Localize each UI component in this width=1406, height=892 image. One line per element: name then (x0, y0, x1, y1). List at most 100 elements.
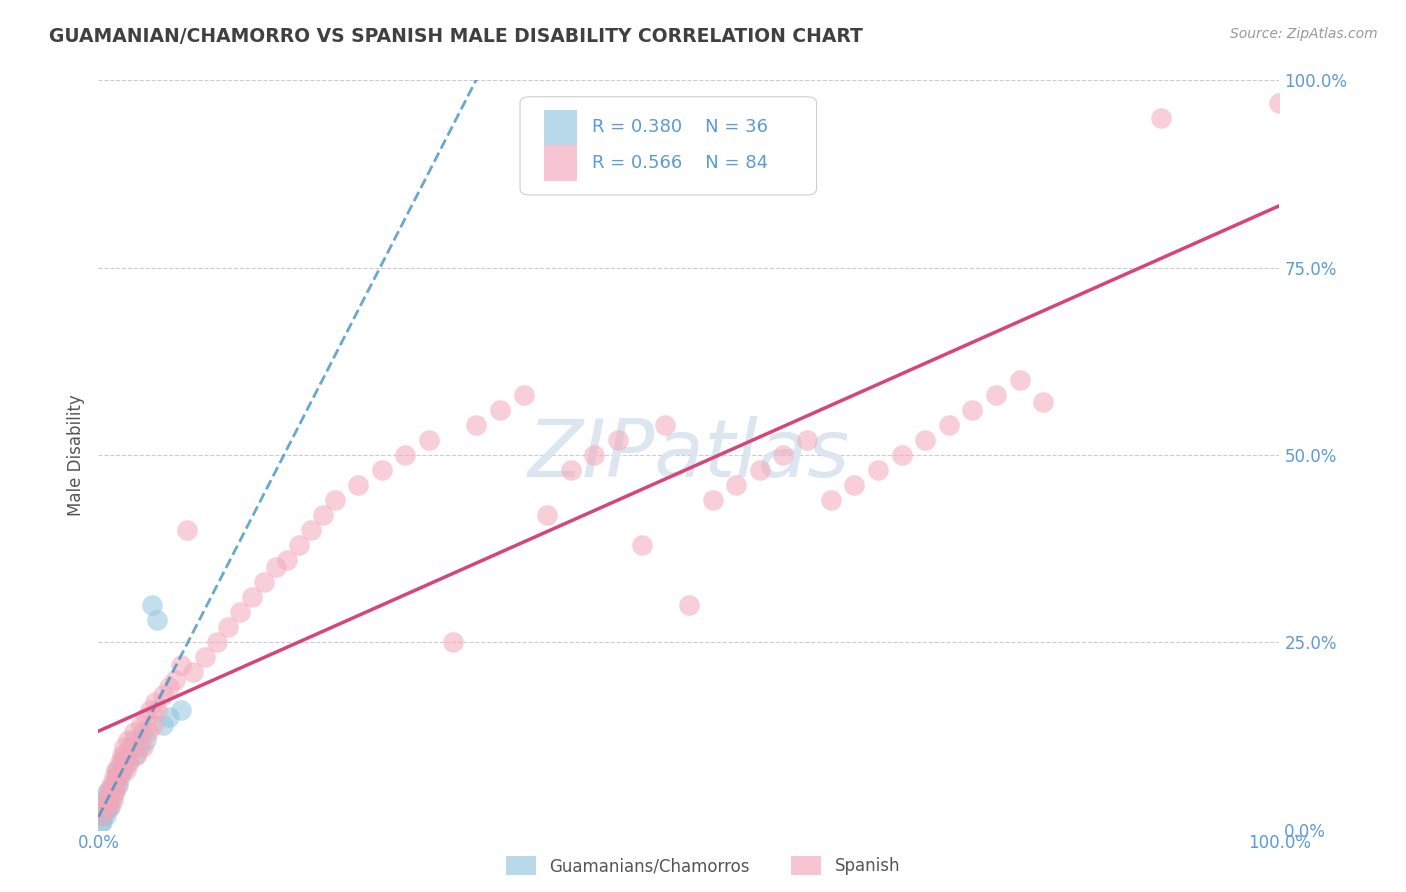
Point (371, 463, 394, 477)
Point (1150, 111, 1173, 125)
Point (122, 725, 145, 739)
Point (560, 463, 582, 477)
Point (152, 688, 174, 702)
Point (118, 755, 141, 769)
Point (105, 770, 128, 784)
Point (288, 538, 311, 552)
Point (536, 508, 558, 522)
Point (181, 665, 204, 680)
Point (132, 740, 155, 755)
Point (107, 770, 129, 784)
Point (121, 740, 143, 755)
Point (165, 673, 187, 687)
Bar (544, 110, 576, 145)
Point (100, 778, 122, 792)
Point (890, 448, 912, 462)
Point (110, 763, 132, 777)
Point (142, 717, 165, 731)
Point (607, 433, 630, 447)
Point (91, 807, 114, 822)
Point (347, 478, 370, 492)
Point (91, 807, 114, 822)
Point (678, 598, 700, 612)
Point (914, 433, 936, 447)
Point (104, 785, 127, 799)
Point (146, 613, 169, 627)
Point (93, 792, 115, 806)
Point (111, 747, 134, 762)
Point (1032, 395, 1054, 409)
Point (107, 778, 129, 792)
Point (112, 747, 135, 762)
Point (111, 755, 134, 769)
Point (748, 463, 770, 477)
Point (98, 785, 121, 799)
Point (143, 695, 166, 709)
Point (105, 778, 128, 792)
Point (312, 508, 335, 522)
Point (110, 763, 132, 777)
Text: Source: ZipAtlas.com: Source: ZipAtlas.com (1230, 27, 1378, 41)
Point (141, 598, 163, 612)
Point (98, 800, 121, 814)
Point (112, 740, 135, 755)
Point (97, 800, 120, 814)
Point (170, 657, 193, 672)
Point (725, 478, 748, 492)
Point (101, 792, 124, 806)
Point (129, 717, 152, 731)
Point (962, 403, 984, 417)
Point (844, 478, 866, 492)
Point (91, 800, 114, 814)
Point (93, 800, 115, 814)
Point (157, 680, 180, 694)
Point (229, 605, 252, 619)
Point (112, 755, 135, 769)
Point (583, 448, 606, 462)
Point (194, 650, 217, 665)
Y-axis label: Male Disability: Male Disability (66, 394, 84, 516)
Point (98, 792, 121, 806)
Point (654, 417, 676, 432)
Point (115, 747, 138, 762)
Point (105, 763, 128, 777)
Text: R = 0.566    N = 84: R = 0.566 N = 84 (592, 154, 768, 172)
Point (866, 463, 889, 477)
Point (240, 591, 263, 605)
Point (108, 770, 131, 784)
Point (96, 785, 118, 799)
Point (264, 560, 287, 574)
Point (820, 492, 842, 507)
Point (128, 732, 150, 747)
Point (101, 778, 124, 792)
Point (104, 778, 127, 792)
Point (139, 703, 162, 717)
Point (1008, 373, 1031, 387)
Point (512, 388, 534, 402)
Point (489, 403, 512, 417)
Point (98, 800, 121, 814)
Point (108, 755, 131, 769)
Point (1268, 95, 1291, 110)
Text: R = 0.380    N = 36: R = 0.380 N = 36 (592, 119, 768, 136)
Point (105, 763, 128, 777)
Point (114, 763, 136, 777)
Point (630, 538, 652, 552)
Point (117, 755, 139, 769)
Point (418, 433, 440, 447)
Point (103, 785, 125, 799)
Point (128, 740, 150, 755)
Point (91, 807, 114, 822)
Point (938, 417, 960, 432)
Point (100, 792, 122, 806)
Point (90, 815, 112, 830)
Point (170, 703, 193, 717)
Text: ZIPatlas: ZIPatlas (527, 416, 851, 494)
Point (94, 807, 117, 822)
Point (135, 710, 157, 724)
Point (146, 703, 169, 717)
Point (112, 763, 135, 777)
Point (152, 717, 174, 731)
Point (132, 725, 155, 739)
Point (125, 747, 148, 762)
